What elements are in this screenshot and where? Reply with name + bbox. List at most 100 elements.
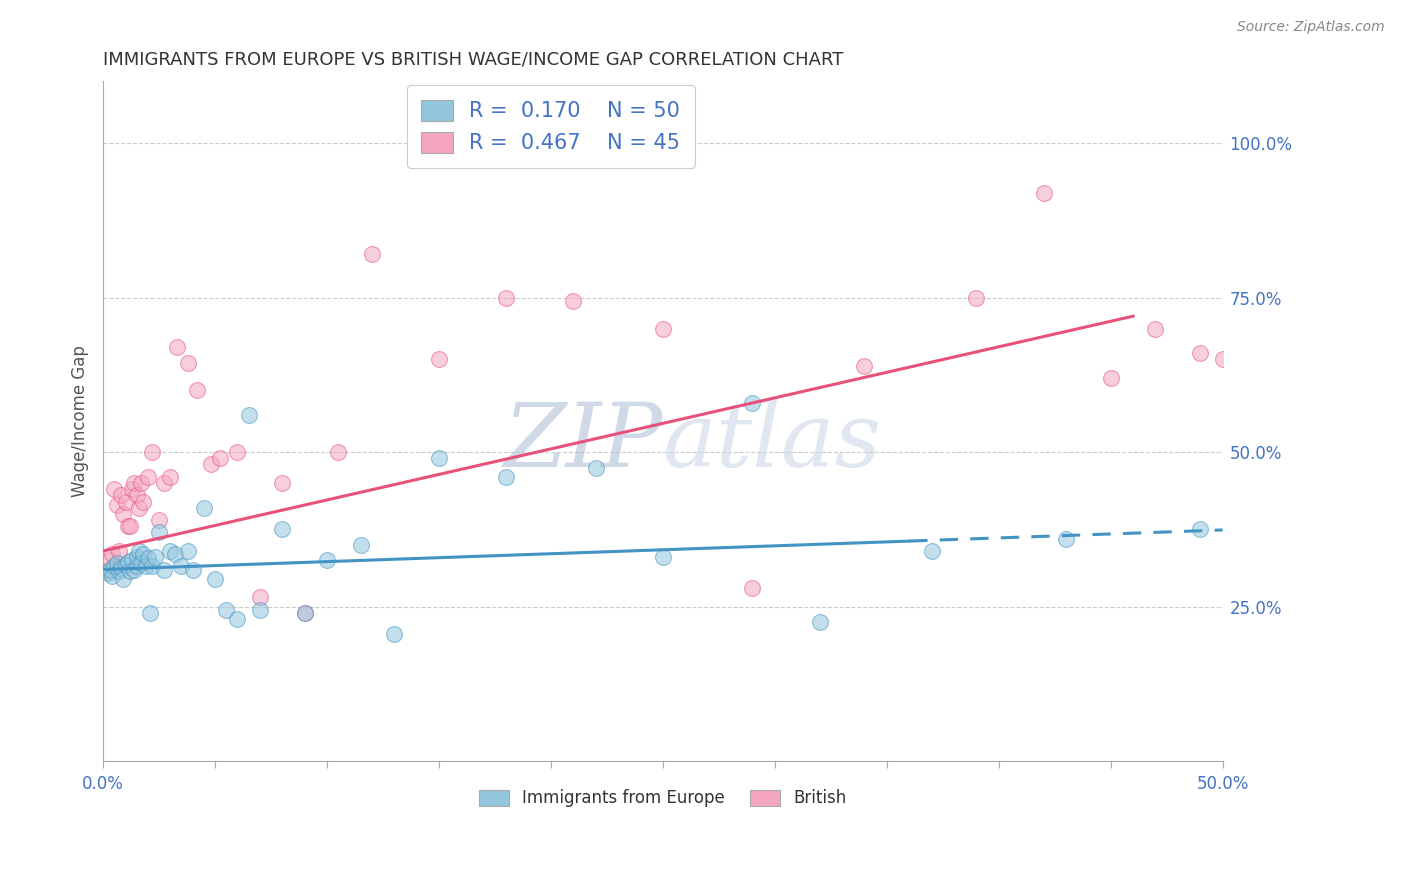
Point [117, 519, 139, 533]
Point [204, 572, 226, 586]
Point [148, 525, 170, 540]
Point [121, 482, 143, 496]
Point [177, 355, 200, 369]
Point [249, 603, 271, 617]
Point [226, 445, 249, 459]
Point [208, 451, 231, 466]
Point [163, 547, 186, 561]
Point [1189, 346, 1212, 360]
Point [585, 460, 607, 475]
Point [129, 475, 152, 490]
Text: Source: ZipAtlas.com: Source: ZipAtlas.com [1237, 20, 1385, 34]
Point [495, 470, 517, 484]
Point [148, 513, 170, 527]
Point [103, 559, 125, 574]
Point [965, 291, 987, 305]
Point [382, 627, 405, 641]
Point [349, 538, 371, 552]
Point [110, 488, 132, 502]
Point [141, 445, 163, 459]
Point [328, 445, 350, 459]
Point [249, 591, 271, 605]
Point [427, 451, 450, 466]
Point [107, 544, 129, 558]
Point [112, 572, 135, 586]
Point [114, 494, 136, 508]
Point [1054, 532, 1077, 546]
Point [152, 475, 174, 490]
Point [128, 544, 150, 558]
Point [271, 522, 294, 536]
Point [294, 606, 316, 620]
Point [103, 482, 125, 496]
Point [294, 606, 316, 620]
Point [226, 612, 249, 626]
Point [159, 544, 181, 558]
Point [118, 519, 141, 533]
Point [143, 550, 166, 565]
Point [136, 470, 159, 484]
Point [124, 475, 146, 490]
Point [132, 494, 155, 508]
Point [101, 568, 124, 582]
Point [135, 559, 157, 574]
Point [125, 559, 148, 574]
Point [97, 566, 120, 580]
Point [271, 475, 294, 490]
Point [215, 603, 238, 617]
Point [97, 562, 120, 576]
Point [132, 547, 155, 561]
Point [427, 352, 450, 367]
Point [741, 395, 763, 409]
Point [186, 384, 208, 398]
Text: atlas: atlas [662, 398, 882, 485]
Y-axis label: Wage/Income Gap: Wage/Income Gap [72, 345, 89, 497]
Point [1144, 321, 1167, 335]
Point [193, 500, 215, 515]
Point [1189, 522, 1212, 536]
Point [651, 550, 673, 565]
Point [808, 615, 831, 629]
Point [141, 559, 163, 574]
Point [139, 606, 162, 620]
Point [129, 557, 152, 571]
Point [316, 553, 339, 567]
Point [170, 559, 193, 574]
Point [112, 507, 135, 521]
Point [166, 340, 188, 354]
Point [1099, 371, 1122, 385]
Point [152, 562, 174, 576]
Point [495, 291, 517, 305]
Point [181, 562, 204, 576]
Point [98, 562, 121, 576]
Point [124, 562, 146, 576]
Point [136, 551, 159, 566]
Point [562, 293, 585, 308]
Point [159, 470, 181, 484]
Point [101, 547, 124, 561]
Point [853, 359, 876, 373]
Point [98, 553, 121, 567]
Point [107, 564, 129, 578]
Text: IMMIGRANTS FROM EUROPE VS BRITISH WAGE/INCOME GAP CORRELATION CHART: IMMIGRANTS FROM EUROPE VS BRITISH WAGE/I… [103, 51, 844, 69]
Point [360, 247, 382, 261]
Point [105, 498, 128, 512]
Point [125, 550, 148, 565]
Point [105, 557, 128, 571]
Point [651, 321, 673, 335]
Point [1212, 352, 1234, 367]
Point [114, 558, 136, 572]
Point [921, 544, 943, 558]
Point [128, 500, 150, 515]
Point [200, 458, 222, 472]
Legend: Immigrants from Europe, British: Immigrants from Europe, British [472, 782, 853, 814]
Point [238, 408, 260, 422]
Point [741, 581, 763, 595]
Point [118, 564, 141, 578]
Point [117, 555, 139, 569]
Point [177, 544, 200, 558]
Point [110, 561, 132, 575]
Text: ZIP: ZIP [503, 398, 662, 485]
Point [125, 488, 148, 502]
Point [1032, 186, 1054, 200]
